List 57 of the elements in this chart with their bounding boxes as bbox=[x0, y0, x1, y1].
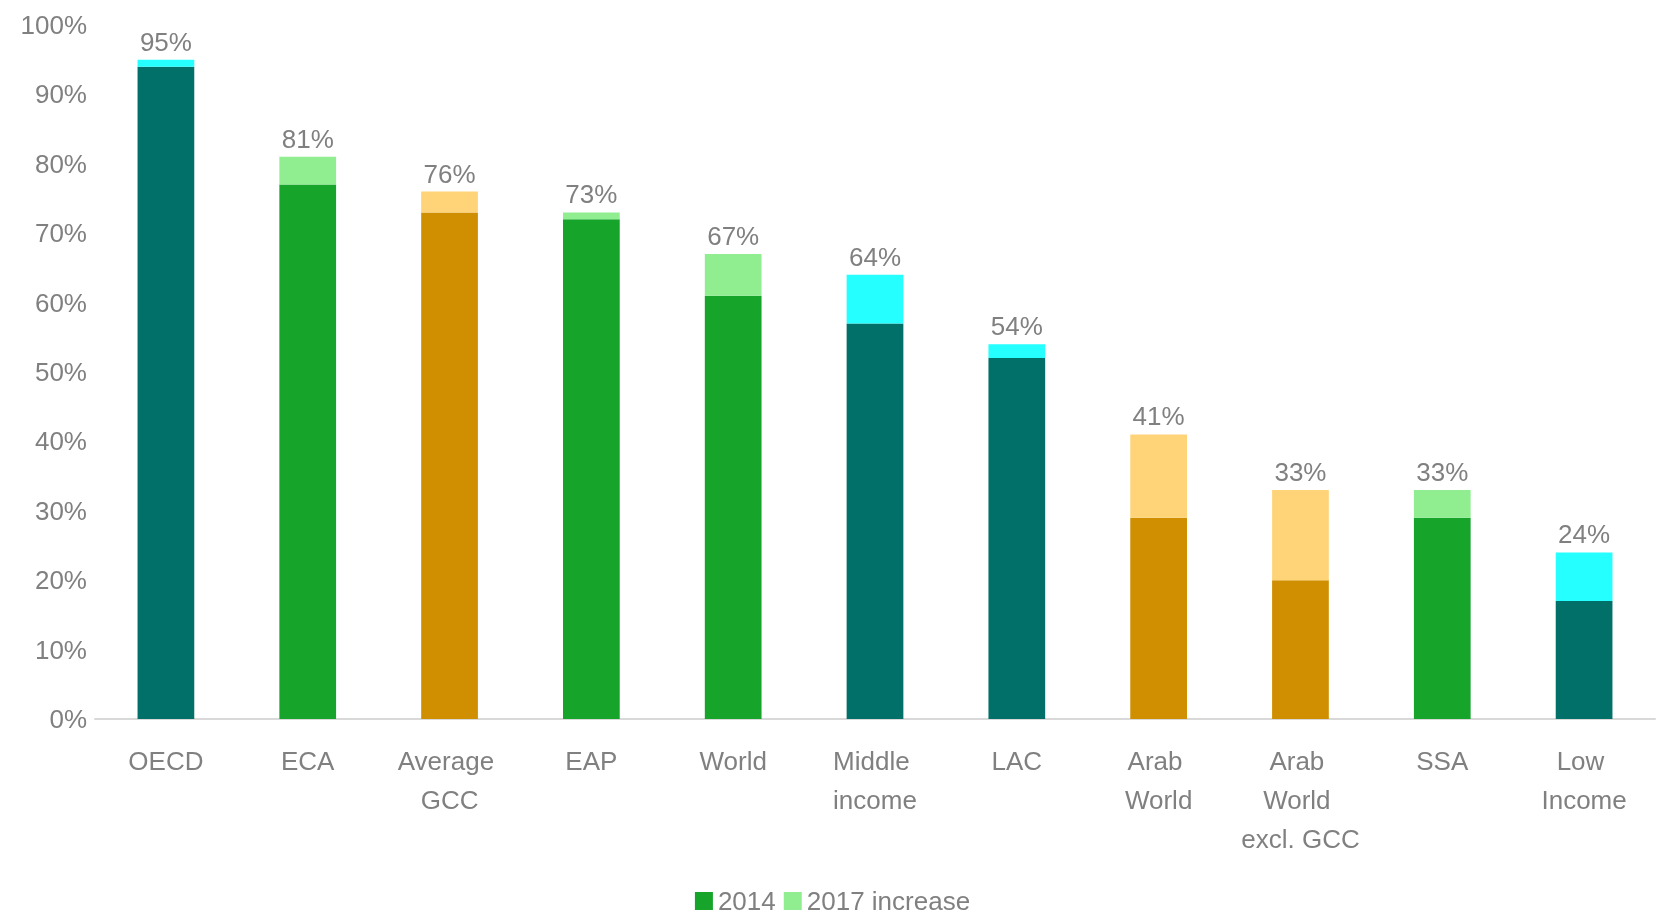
bar bbox=[1272, 489, 1329, 581]
bar bbox=[563, 219, 620, 719]
bar bbox=[421, 191, 478, 213]
bar bbox=[421, 212, 478, 719]
total-label: 33% bbox=[1274, 456, 1327, 487]
total-label: 41% bbox=[1132, 401, 1185, 432]
x-tick-label: Arab World excl. GCC bbox=[1241, 745, 1360, 854]
total-label: 73% bbox=[565, 179, 618, 210]
y-tick-label: 70% bbox=[34, 218, 87, 249]
x-tick-label: Arab World bbox=[1124, 745, 1193, 815]
x-tick-label: World bbox=[699, 745, 767, 776]
total-label: 76% bbox=[423, 158, 476, 189]
bar bbox=[1130, 434, 1187, 518]
x-tick-label: Middle income bbox=[833, 745, 917, 815]
y-tick-label: 20% bbox=[34, 565, 87, 596]
bar bbox=[1130, 517, 1187, 719]
bar bbox=[846, 274, 904, 324]
x-tick-label: OECD bbox=[128, 745, 204, 776]
y-tick-label: 60% bbox=[34, 287, 87, 318]
y-tick-label: 50% bbox=[34, 357, 87, 387]
bar bbox=[279, 156, 337, 185]
y-tick-label: 30% bbox=[34, 495, 87, 526]
y-tick-label: 10% bbox=[34, 634, 87, 665]
x-tick-label: EAP bbox=[565, 745, 618, 776]
bar bbox=[1413, 489, 1471, 518]
bar bbox=[1555, 601, 1613, 719]
bar bbox=[704, 254, 762, 296]
bar bbox=[846, 323, 904, 719]
bar bbox=[137, 66, 195, 719]
legend-label: 2014 bbox=[717, 886, 776, 916]
bar bbox=[1555, 552, 1613, 602]
bar bbox=[1413, 517, 1471, 719]
total-label: 24% bbox=[1558, 519, 1611, 550]
x-tick-label: Low Income bbox=[1541, 745, 1627, 815]
y-tick-label: 100% bbox=[20, 10, 87, 40]
total-label: 33% bbox=[1416, 456, 1469, 487]
bar bbox=[988, 344, 1046, 359]
x-tick-label: LAC bbox=[991, 745, 1043, 776]
bar bbox=[563, 212, 620, 220]
y-tick-label: 40% bbox=[34, 426, 87, 457]
total-label: 81% bbox=[281, 123, 334, 154]
bar bbox=[988, 358, 1046, 719]
y-tick-label: 80% bbox=[34, 148, 87, 179]
total-label: 64% bbox=[848, 241, 902, 272]
x-tick-label: SSA bbox=[1416, 745, 1469, 776]
legend-label: 2017 increase bbox=[806, 886, 971, 916]
total-label: 95% bbox=[139, 26, 192, 57]
bar bbox=[1272, 580, 1329, 719]
x-tick-label: ECA bbox=[280, 745, 336, 776]
y-tick-label: 90% bbox=[34, 79, 87, 110]
total-label: 67% bbox=[707, 221, 760, 252]
y-tick-label: 0% bbox=[49, 704, 87, 734]
bar bbox=[279, 184, 337, 719]
bar bbox=[137, 59, 195, 67]
total-label: 54% bbox=[990, 311, 1043, 342]
bar bbox=[704, 295, 762, 719]
x-tick-label: Average GCC bbox=[397, 745, 502, 815]
